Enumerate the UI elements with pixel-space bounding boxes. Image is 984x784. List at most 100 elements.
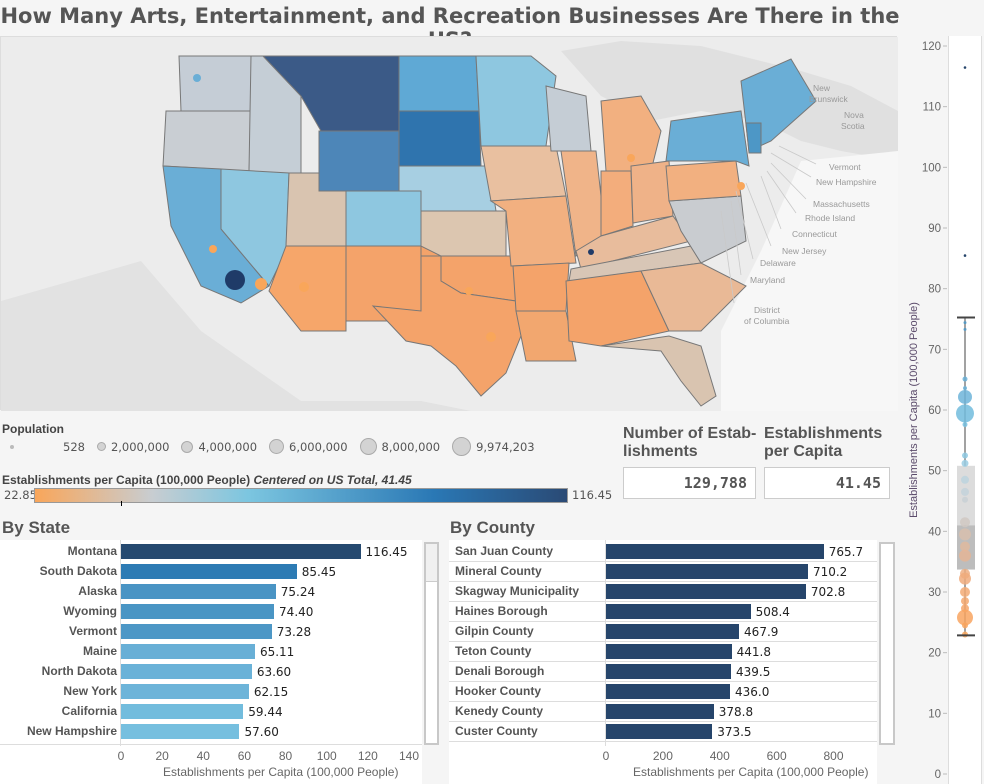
state-point[interactable] — [961, 459, 969, 467]
bar[interactable] — [606, 604, 751, 619]
bar[interactable] — [121, 644, 255, 659]
state-point[interactable] — [963, 321, 967, 325]
map-label: Rhode Island — [805, 213, 855, 223]
map-label: of Columbia — [744, 316, 790, 326]
state-carolinas-georgia[interactable] — [640, 262, 747, 332]
state-texas[interactable] — [371, 255, 524, 397]
bar-category-label[interactable]: Alaska — [78, 584, 117, 598]
bar[interactable] — [121, 724, 240, 739]
bar-category-label[interactable]: New York — [63, 684, 117, 698]
state-indiana[interactable] — [600, 170, 634, 237]
bar[interactable] — [606, 724, 713, 739]
bar-category-label[interactable]: New Hampshire — [26, 724, 117, 738]
bar[interactable] — [121, 564, 297, 579]
state-point[interactable] — [962, 422, 968, 428]
bar-category-label[interactable]: San Juan County — [455, 544, 554, 558]
box-plot-svg[interactable]: 0 10 20 30 40 50 60 70 80 90 100 110 120 — [900, 36, 984, 784]
bar[interactable] — [606, 564, 808, 579]
bar[interactable] — [121, 544, 361, 559]
us-map[interactable]: New Brunswick Nova Scotia Vermont New Ha… — [0, 36, 898, 411]
bar-category-label[interactable]: California — [61, 704, 117, 718]
bar[interactable] — [121, 684, 249, 699]
by-state-chart[interactable] — [0, 540, 422, 784]
state-colorado[interactable] — [345, 190, 422, 247]
bar-category-label[interactable]: Denali Borough — [455, 664, 545, 678]
state-point[interactable] — [963, 327, 967, 331]
bar-category-label[interactable]: Wyoming — [63, 604, 117, 618]
outlier-point[interactable] — [963, 66, 967, 69]
state-idaho[interactable] — [248, 55, 302, 177]
bar-category-label[interactable]: Skagway Municipality — [455, 584, 580, 598]
state-iowa[interactable] — [480, 145, 567, 202]
state-point[interactable] — [962, 496, 968, 503]
bar-category-label[interactable]: Maine — [82, 644, 117, 658]
state-point[interactable] — [960, 541, 970, 552]
state-florida[interactable] — [600, 335, 717, 407]
state-point[interactable] — [962, 452, 968, 459]
circle-size-icon — [181, 440, 194, 453]
bar[interactable] — [606, 684, 730, 699]
bar-category-label[interactable]: Gilpin County — [455, 624, 534, 638]
callout-lines — [720, 145, 817, 304]
bar-category-label[interactable]: South Dakota — [39, 564, 117, 578]
bar[interactable] — [121, 664, 252, 679]
state-point[interactable] — [957, 609, 973, 626]
state-point[interactable] — [959, 572, 971, 585]
bar[interactable] — [606, 644, 732, 659]
state-scrollbar[interactable] — [424, 542, 439, 745]
state-south-dakota[interactable] — [398, 110, 482, 167]
bar-category-label[interactable]: Hooker County — [455, 684, 542, 698]
state-deep-south[interactable] — [565, 270, 670, 347]
state-point[interactable] — [961, 475, 969, 484]
state-michigan[interactable] — [600, 95, 662, 172]
bar-category-label[interactable]: Vermont — [68, 624, 117, 638]
state-point[interactable] — [963, 386, 967, 391]
state-arkansas[interactable] — [512, 262, 570, 312]
state-point[interactable] — [956, 404, 974, 423]
outlier-point[interactable] — [963, 254, 967, 257]
state-minnesota[interactable] — [475, 55, 557, 147]
x-tick-label: 40 — [196, 749, 210, 763]
state-point[interactable] — [962, 622, 968, 629]
state-point[interactable] — [961, 487, 969, 496]
state-louisiana[interactable] — [515, 310, 577, 362]
by-county-chart[interactable] — [449, 540, 877, 784]
bar[interactable] — [606, 704, 714, 719]
bar-category-label[interactable]: North Dakota — [41, 664, 117, 678]
bar[interactable] — [121, 604, 275, 619]
state-vermont[interactable] — [745, 122, 762, 154]
bar-category-label[interactable]: Montana — [67, 544, 117, 558]
state-point[interactable] — [959, 549, 971, 562]
bar[interactable] — [606, 664, 731, 679]
bar-category-label[interactable]: Haines Borough — [455, 604, 548, 618]
bar-category-label[interactable]: Teton County — [455, 644, 532, 658]
state-oregon[interactable] — [162, 110, 254, 172]
map-canvas[interactable]: New Brunswick Nova Scotia Vermont New Ha… — [1, 37, 898, 411]
map-label: Nova — [844, 110, 864, 120]
bar[interactable] — [606, 584, 806, 599]
state-wyoming[interactable] — [318, 130, 400, 192]
bar[interactable] — [121, 584, 276, 599]
state-north-dakota[interactable] — [398, 55, 480, 112]
county-scrollbar[interactable] — [879, 542, 895, 745]
state-point[interactable] — [962, 376, 968, 382]
bar[interactable] — [121, 624, 272, 639]
bar[interactable] — [121, 704, 244, 719]
bar-value-label: 65.11 — [259, 645, 295, 659]
bar-category-label[interactable]: Kenedy County — [455, 704, 544, 718]
state-point[interactable] — [958, 389, 972, 404]
bar[interactable] — [606, 544, 824, 559]
state-point[interactable] — [959, 528, 971, 541]
bar-category-label[interactable]: Custer County — [455, 724, 538, 738]
state-kansas[interactable] — [420, 210, 507, 257]
state-point[interactable] — [961, 597, 969, 606]
state-wisconsin[interactable] — [545, 85, 592, 152]
state-point[interactable] — [960, 587, 970, 597]
bar[interactable] — [606, 624, 740, 639]
state-new-york[interactable] — [665, 110, 750, 167]
state-pennsylvania[interactable] — [665, 160, 742, 202]
scrollbar-thumb[interactable] — [426, 544, 437, 582]
bar-value-label: 436.0 — [734, 685, 770, 699]
bar-category-label[interactable]: Mineral County — [455, 564, 542, 578]
state-point[interactable] — [960, 517, 970, 528]
